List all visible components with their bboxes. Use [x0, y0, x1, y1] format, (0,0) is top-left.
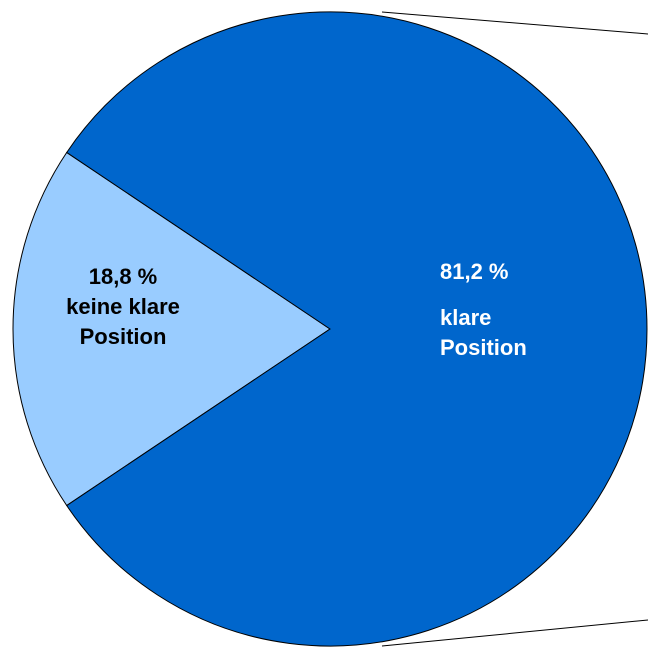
- pie-slice: [66, 11, 648, 647]
- connector-line: [381, 11, 648, 35]
- pie-slice: [12, 151, 331, 507]
- value-label: 81,2 %: [440, 259, 509, 284]
- slice-label: 81,2 % klare Position: [440, 257, 560, 363]
- category-label: klare Position: [440, 305, 527, 360]
- slice-label: 18,8 % keine klare Position: [8, 262, 238, 352]
- connector-line: [381, 619, 648, 647]
- category-label: keine klare Position: [66, 294, 180, 349]
- value-label: 18,8 %: [88, 264, 158, 289]
